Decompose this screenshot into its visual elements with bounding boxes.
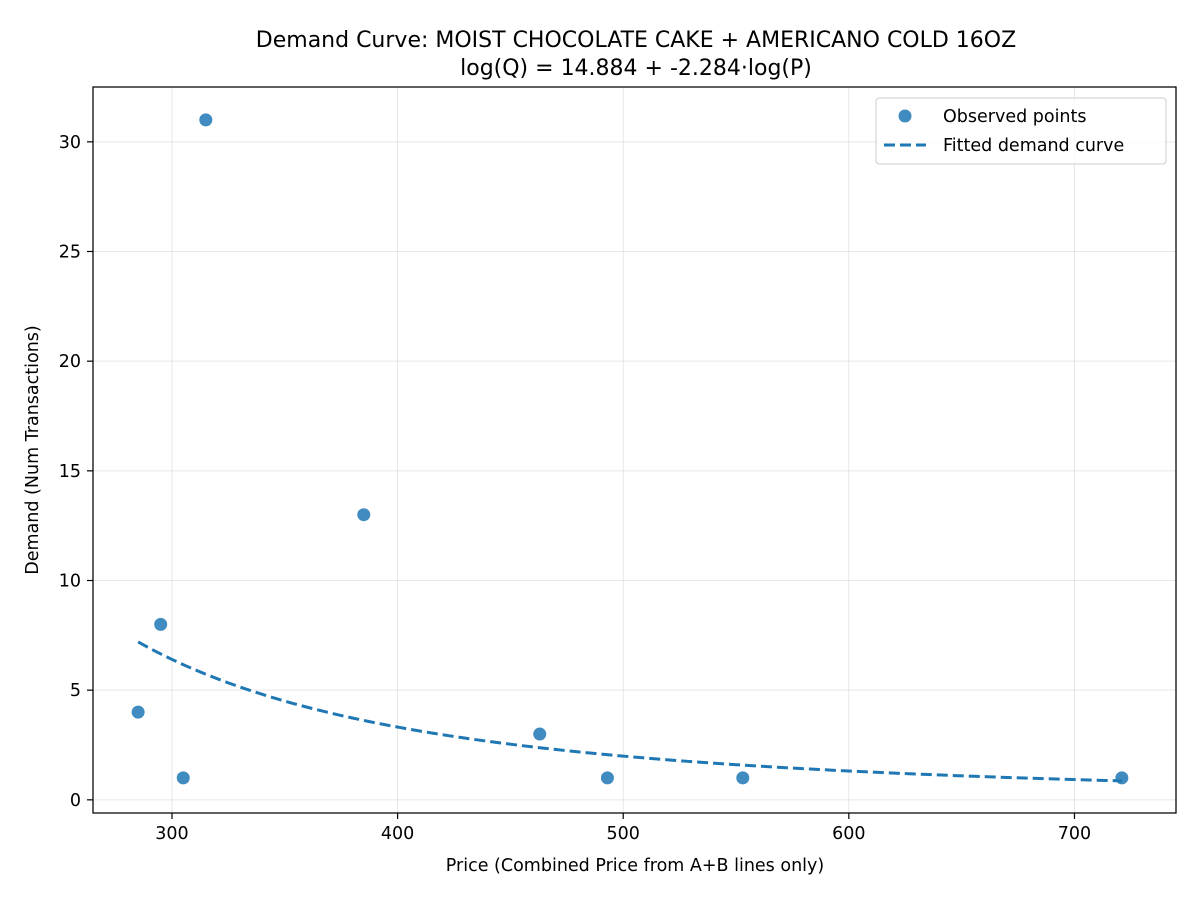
legend-marker-observed-points xyxy=(899,110,912,123)
y-tick-label: 15 xyxy=(59,462,81,482)
chart-title: Demand Curve: MOIST CHOCOLATE CAKE + AME… xyxy=(256,28,1016,53)
chart-subtitle: log(Q) = 14.884 + -2.284·log(P) xyxy=(460,56,812,81)
y-axis-ticks: 0 5 10 15 20 25 30 xyxy=(59,133,93,811)
x-tick-label: 400 xyxy=(381,824,414,844)
x-tick-label: 600 xyxy=(832,824,865,844)
x-axis-label: Price (Combined Price from A+B lines onl… xyxy=(446,856,824,876)
observed-point xyxy=(154,618,167,631)
y-tick-label: 5 xyxy=(70,681,81,701)
y-tick-label: 0 xyxy=(70,791,81,811)
observed-point xyxy=(199,113,212,126)
x-tick-label: 700 xyxy=(1058,824,1091,844)
legend-label-fitted-curve: Fitted demand curve xyxy=(943,136,1124,156)
y-axis-label: Demand (Num Transactions) xyxy=(23,325,43,574)
legend-label-observed-points: Observed points xyxy=(943,107,1087,127)
observed-point xyxy=(357,508,370,521)
y-tick-label: 25 xyxy=(59,243,81,263)
legend: Observed points Fitted demand curve xyxy=(876,98,1166,164)
observed-point xyxy=(736,771,749,784)
x-axis-ticks: 300 400 500 600 700 xyxy=(155,813,1091,844)
plot-area-frame xyxy=(93,87,1176,813)
observed-point xyxy=(533,728,546,741)
y-tick-label: 30 xyxy=(59,133,81,153)
x-tick-label: 500 xyxy=(607,824,640,844)
observed-point xyxy=(1115,771,1128,784)
observed-point xyxy=(132,706,145,719)
observed-point xyxy=(601,771,614,784)
x-tick-label: 300 xyxy=(155,824,188,844)
observed-point xyxy=(177,771,190,784)
fitted-demand-curve xyxy=(138,642,1122,781)
scatter-points-layer xyxy=(132,113,1129,784)
y-tick-label: 20 xyxy=(59,352,81,372)
fitted-curve-layer xyxy=(138,642,1122,781)
grid-lines xyxy=(93,87,1176,813)
y-tick-label: 10 xyxy=(59,572,81,592)
